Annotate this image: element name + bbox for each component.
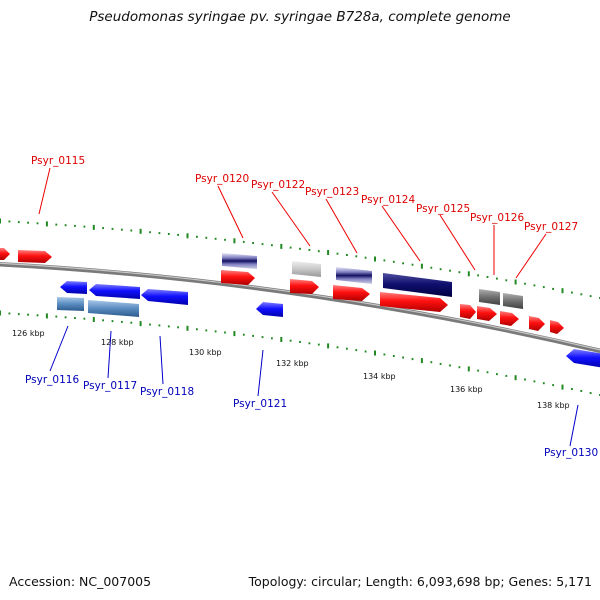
map-title: Pseudomonas syringae pv. syringae B728a,… (89, 9, 511, 25)
feature-block[interactable] (57, 297, 84, 311)
gene-label[interactable]: Psyr_0121 (233, 398, 287, 410)
gene-arrow[interactable] (333, 285, 370, 301)
scale-label: 126 kbp (12, 329, 45, 338)
gene-label[interactable]: Psyr_0127 (524, 221, 578, 233)
leader-line (49, 325, 69, 372)
genome-stats-text: Topology: circular; Length: 6,093,698 bp… (248, 574, 592, 589)
gene-label[interactable]: Psyr_0124 (361, 194, 415, 206)
feature-block[interactable] (88, 300, 139, 317)
feature-track-lower (57, 297, 139, 317)
gene-arrow[interactable] (550, 320, 564, 334)
label-leaders (38, 167, 579, 447)
scale-label: 128 kbp (101, 338, 134, 347)
leader-line (569, 404, 579, 447)
gene-label[interactable]: Psyr_0123 (305, 186, 359, 198)
leader-line (271, 191, 311, 247)
leader-line (159, 335, 164, 385)
feature-block[interactable] (292, 261, 321, 277)
scale-label: 130 kbp (189, 348, 222, 357)
gene-label[interactable]: Psyr_0122 (251, 179, 305, 191)
leader-line (38, 167, 51, 215)
gene-label[interactable]: Psyr_0125 (416, 203, 470, 215)
forward-genes (0, 248, 564, 334)
reverse-genes (60, 281, 600, 368)
leader-line (381, 205, 421, 262)
scale-labels: 126 kbp 128 kbp 130 kbp 132 kbp 134 kbp … (12, 329, 570, 410)
feature-block[interactable] (503, 293, 523, 309)
gene-arrow[interactable] (529, 316, 545, 331)
reverse-gene-labels: Psyr_0116 Psyr_0117 Psyr_0118 Psyr_0121 … (25, 374, 598, 459)
gene-arrow[interactable] (221, 270, 255, 285)
accession-text: Accession: NC_007005 (9, 574, 152, 589)
gene-label[interactable]: Psyr_0130 (544, 447, 598, 459)
gene-arrow[interactable] (380, 292, 448, 312)
leader-line (107, 330, 112, 379)
gene-arrow[interactable] (141, 289, 188, 305)
gene-arrow[interactable] (60, 281, 87, 294)
genome-backbone (0, 262, 600, 354)
gene-arrow[interactable] (18, 250, 52, 263)
forward-gene-labels: Psyr_0115 Psyr_0120 Psyr_0122 Psyr_0123 … (31, 155, 578, 233)
gene-label[interactable]: Psyr_0115 (31, 155, 85, 167)
scale-label: 138 kbp (537, 401, 570, 410)
feature-track-upper (222, 253, 523, 309)
leader-line (325, 198, 358, 254)
gene-label[interactable]: Psyr_0120 (195, 173, 249, 185)
leader-line (439, 214, 476, 271)
scale-label: 136 kbp (450, 385, 483, 394)
feature-block[interactable] (383, 273, 452, 297)
gene-arrow[interactable] (89, 284, 140, 299)
gene-label[interactable]: Psyr_0116 (25, 374, 79, 386)
scale-label: 132 kbp (276, 359, 309, 368)
gene-label[interactable]: Psyr_0126 (470, 212, 524, 224)
gene-arrow[interactable] (290, 279, 319, 294)
gene-arrow[interactable] (256, 302, 283, 317)
gene-arrow[interactable] (477, 306, 497, 321)
leader-line (217, 185, 244, 239)
leader-line (257, 349, 264, 397)
feature-block[interactable] (222, 253, 257, 269)
leader-line (515, 233, 547, 279)
feature-block[interactable] (479, 289, 500, 305)
lower-tick-row (0, 310, 600, 396)
gene-label[interactable]: Psyr_0117 (83, 380, 137, 392)
feature-block[interactable] (336, 267, 372, 284)
upper-tick-row (0, 218, 600, 299)
scale-label: 134 kbp (363, 372, 396, 381)
gene-label[interactable]: Psyr_0118 (140, 386, 194, 398)
gene-arrow[interactable] (566, 349, 600, 368)
gene-arrow[interactable] (0, 248, 10, 260)
gene-arrow[interactable] (500, 311, 519, 326)
gene-arrow[interactable] (460, 304, 476, 319)
